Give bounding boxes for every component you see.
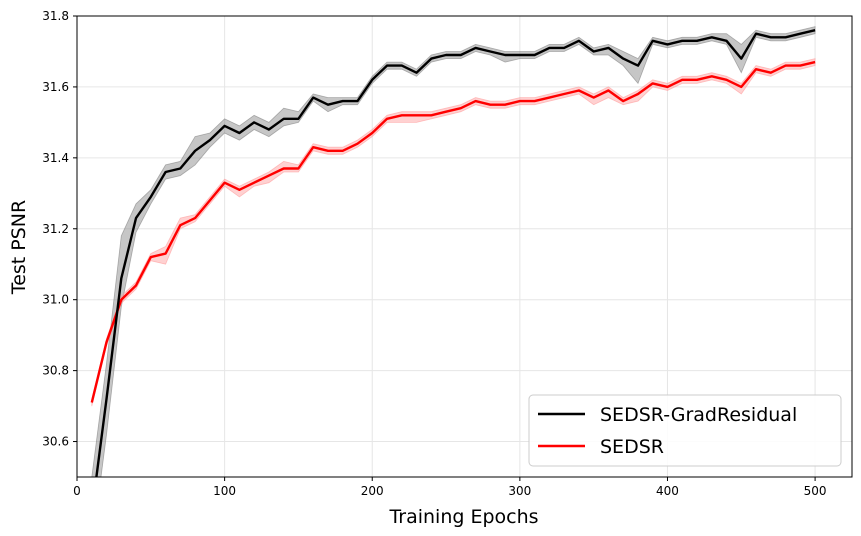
x-tick-label: 200 — [361, 484, 384, 498]
series-line-sedsr — [90, 60, 816, 403]
x-tick-label: 0 — [73, 484, 81, 498]
y-tick-label: 30.8 — [42, 364, 69, 378]
legend: SEDSR-GradResidual SEDSR — [528, 394, 842, 467]
series-line-sedsr-gradresidual — [95, 29, 816, 477]
y-tick-label: 31.0 — [42, 293, 69, 307]
legend-label-sedsr-gradresidual: SEDSR-GradResidual — [600, 404, 797, 426]
confidence-bands — [91, 26, 816, 477]
axis-ticks: 0 100 200 300 400 500 30.6 30.8 31.0 31.2 31.4 31.6… — [42, 9, 826, 498]
y-tick-label: 31.2 — [42, 222, 69, 236]
y-axis-label: Test PSNR — [8, 200, 30, 295]
band-sedsr — [91, 58, 816, 407]
x-tick-label: 400 — [656, 484, 679, 498]
y-tick-label: 30.6 — [42, 435, 69, 449]
y-tick-label: 31.4 — [42, 151, 69, 165]
y-tick-label: 31.8 — [42, 9, 69, 23]
x-axis-label: Training Epochs — [388, 506, 538, 528]
legend-label-sedsr: SEDSR — [600, 436, 664, 458]
series-lines — [90, 29, 816, 477]
plot-frame — [76, 15, 853, 478]
x-tick-label: 500 — [804, 484, 827, 498]
band-sedsr-gradresidual — [91, 26, 816, 477]
x-tick-label: 100 — [213, 484, 236, 498]
x-tick-label: 300 — [508, 484, 531, 498]
legend-box — [528, 394, 842, 467]
y-tick-label: 31.6 — [42, 80, 69, 94]
